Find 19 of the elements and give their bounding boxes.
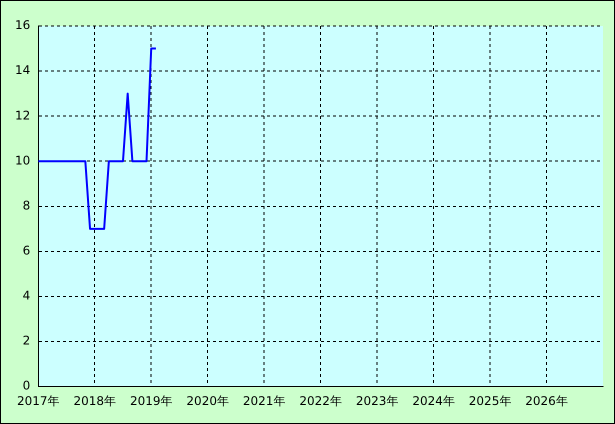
x-tick-label: 2018年 [73, 394, 116, 408]
x-tick-label: 2025年 [468, 394, 512, 408]
y-tick-label: 8 [22, 198, 30, 212]
y-tick-label: 12 [14, 108, 30, 122]
x-tick-label: 2020年 [186, 394, 229, 408]
x-tick-label: 2021年 [242, 394, 286, 408]
y-tick-label: 2 [22, 334, 30, 348]
y-tick-label: 6 [22, 244, 30, 258]
x-tick-label: 2019年 [130, 394, 172, 408]
x-tick-label: 2024年 [412, 394, 455, 408]
y-tick-label: 4 [22, 288, 30, 303]
x-tick-label: 2022年 [299, 394, 342, 408]
x-tick-label: 2023年 [356, 394, 398, 408]
y-tick-label: 16 [14, 18, 30, 32]
x-tick-label: 2017年 [16, 394, 60, 408]
y-tick-label: 0 [22, 378, 30, 393]
x-tick-label: 2026年 [525, 394, 568, 408]
y-tick-label: 14 [14, 63, 30, 78]
y-tick-label: 10 [14, 153, 30, 168]
